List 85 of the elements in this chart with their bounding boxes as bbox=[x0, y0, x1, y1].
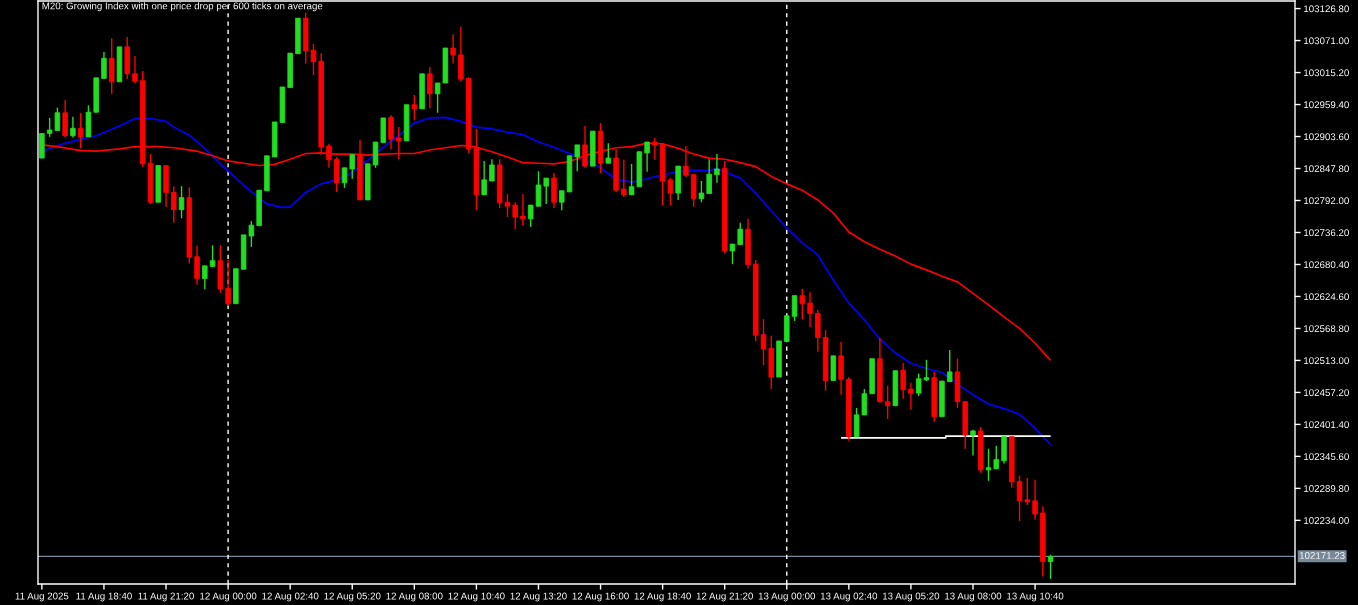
x-tick-label: 12 Aug 16:00 bbox=[572, 592, 629, 602]
candlestick bbox=[543, 177, 549, 205]
candlestick bbox=[101, 51, 107, 80]
y-tick-label: 102792.00 bbox=[1304, 197, 1349, 205]
candlestick bbox=[132, 55, 138, 85]
candlestick bbox=[427, 66, 433, 109]
ref-line-label: 102171.23 bbox=[1299, 552, 1345, 559]
candlestick bbox=[333, 156, 340, 193]
x-tick-label: 12 Aug 00:00 bbox=[200, 592, 257, 602]
y-tick-label: 102513.00 bbox=[1304, 357, 1349, 365]
candlestick bbox=[621, 159, 627, 198]
x-tick-label: 13 Aug 00:00 bbox=[758, 592, 816, 602]
candlestick bbox=[574, 144, 581, 172]
candlestick bbox=[62, 99, 68, 139]
chart-title: M20: Growing Index with one price drop per 600 ticks on average bbox=[42, 2, 323, 12]
candlestick bbox=[1032, 478, 1038, 521]
candlestick bbox=[559, 190, 565, 211]
y-tick-label: 102457.20 bbox=[1304, 389, 1349, 397]
x-tick-label: 12 Aug 02:40 bbox=[262, 592, 319, 602]
candlestick bbox=[209, 244, 216, 268]
x-tick-label: 11 Aug 18:40 bbox=[76, 592, 132, 602]
x-tick-label: 12 Aug 05:20 bbox=[324, 592, 381, 602]
y-tick-label: 102624.60 bbox=[1304, 293, 1349, 301]
candlestick bbox=[799, 288, 806, 320]
candlestick bbox=[760, 318, 767, 366]
candlestick bbox=[908, 382, 914, 411]
y-tick-label: 102289.80 bbox=[1304, 485, 1349, 492]
candlestick bbox=[946, 349, 953, 383]
candlestick bbox=[349, 153, 355, 180]
x-tick-label: 12 Aug 13:20 bbox=[510, 592, 567, 602]
candlestick bbox=[70, 116, 76, 139]
candlestick bbox=[171, 185, 177, 224]
candlestick bbox=[605, 142, 612, 164]
candlestick bbox=[450, 33, 456, 65]
y-tick-label: 102345.60 bbox=[1304, 453, 1349, 461]
candlestick bbox=[202, 265, 208, 291]
y-tick-label: 102847.80 bbox=[1304, 165, 1349, 173]
candlestick bbox=[194, 245, 200, 286]
y-tick-label: 102903.60 bbox=[1304, 133, 1349, 141]
y-tick-label: 102234.00 bbox=[1304, 517, 1349, 524]
candlestick bbox=[729, 243, 736, 265]
y-tick-label: 103071.00 bbox=[1304, 37, 1349, 45]
candlestick bbox=[341, 167, 348, 189]
candlestick bbox=[791, 294, 798, 322]
candlestick bbox=[411, 94, 418, 121]
candlestick bbox=[178, 185, 185, 219]
candlestick bbox=[225, 259, 231, 307]
candlestick bbox=[644, 141, 650, 173]
y-tick-label: 102680.40 bbox=[1304, 261, 1349, 269]
candlestick bbox=[489, 158, 495, 182]
candlestick bbox=[985, 448, 992, 482]
x-tick-label: 13 Aug 08:00 bbox=[945, 592, 1002, 602]
y-tick-label: 103015.20 bbox=[1304, 69, 1349, 77]
candlestick bbox=[900, 362, 906, 400]
candlestick bbox=[698, 180, 705, 203]
candlestick bbox=[807, 291, 813, 328]
x-tick-label: 12 Aug 18:40 bbox=[634, 592, 691, 602]
candlestick bbox=[714, 153, 720, 184]
x-tick-label: 11 Aug 21:20 bbox=[138, 592, 194, 602]
candlestick bbox=[108, 37, 115, 95]
x-tick-label: 13 Aug 02:40 bbox=[820, 592, 878, 602]
x-tick-label: 12 Aug 21:20 bbox=[696, 592, 753, 602]
candlestick bbox=[838, 341, 844, 396]
candlestick bbox=[77, 112, 84, 150]
candlestick bbox=[884, 384, 891, 420]
candlestick bbox=[706, 158, 712, 195]
y-tick-label: 102568.80 bbox=[1304, 325, 1349, 333]
y-tick-label: 103126.80 bbox=[1304, 5, 1349, 13]
y-tick-label: 102959.40 bbox=[1304, 101, 1349, 109]
candlestick bbox=[970, 429, 976, 457]
candlestick bbox=[388, 114, 394, 150]
candlestick bbox=[1047, 554, 1054, 580]
y-tick-label: 102736.20 bbox=[1304, 229, 1349, 237]
candlestick bbox=[512, 201, 518, 230]
x-tick-label: 12 Aug 08:00 bbox=[386, 592, 443, 602]
candlestick bbox=[993, 445, 1000, 470]
candlestick bbox=[737, 222, 743, 246]
x-tick-label: 11 Aug 2025 bbox=[15, 592, 69, 602]
x-tick-label: 13 Aug 10:40 bbox=[1007, 592, 1064, 602]
x-tick-label: 12 Aug 10:40 bbox=[448, 592, 505, 602]
candlestick bbox=[481, 160, 487, 196]
x-tick-label: 13 Aug 05:20 bbox=[883, 592, 940, 602]
candlestick bbox=[683, 145, 689, 178]
candlestick bbox=[520, 193, 526, 227]
y-tick-label: 102401.40 bbox=[1304, 421, 1349, 429]
